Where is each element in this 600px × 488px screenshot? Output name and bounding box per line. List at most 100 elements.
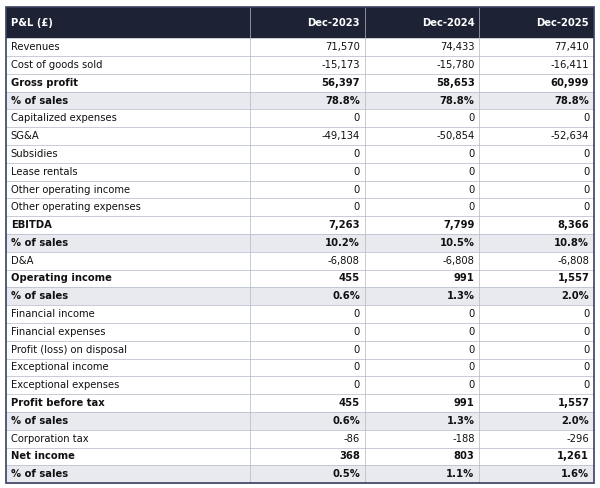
Text: 2.0%: 2.0% [562,416,589,426]
Bar [6,181,594,199]
Text: Dec-2023: Dec-2023 [307,18,360,28]
Text: Lease rentals: Lease rentals [11,167,77,177]
Text: 0: 0 [583,380,589,390]
Text: D&A: D&A [11,256,34,265]
Text: 0: 0 [583,327,589,337]
Text: 455: 455 [339,398,360,408]
Text: 0: 0 [583,113,589,123]
Text: 0: 0 [468,363,475,372]
Text: -6,808: -6,808 [557,256,589,265]
Text: Other operating expenses: Other operating expenses [11,203,140,212]
Text: -49,134: -49,134 [322,131,360,141]
Text: 0: 0 [468,345,475,355]
Bar [6,216,594,234]
Text: Profit before tax: Profit before tax [11,398,104,408]
Text: 0: 0 [353,203,360,212]
Text: 60,999: 60,999 [551,78,589,88]
Text: Other operating income: Other operating income [11,184,130,195]
Bar [6,252,594,269]
Text: 74,433: 74,433 [440,42,475,52]
Text: Operating income: Operating income [11,273,112,284]
Bar [6,92,594,109]
Text: Gross profit: Gross profit [11,78,78,88]
Bar [6,412,594,430]
Text: 0: 0 [353,184,360,195]
Bar [6,109,594,127]
Text: % of sales: % of sales [11,238,68,248]
Text: -52,634: -52,634 [551,131,589,141]
Bar [6,145,594,163]
Text: Dec-2024: Dec-2024 [422,18,475,28]
Text: -15,173: -15,173 [322,60,360,70]
Text: 0: 0 [583,184,589,195]
Text: 0: 0 [353,327,360,337]
Text: -50,854: -50,854 [436,131,475,141]
Text: % of sales: % of sales [11,416,68,426]
Bar [6,127,594,145]
Text: 991: 991 [454,273,475,284]
Text: 56,397: 56,397 [322,78,360,88]
Text: SG&A: SG&A [11,131,40,141]
Text: % of sales: % of sales [11,469,68,479]
Text: 0.6%: 0.6% [332,291,360,301]
Text: 0: 0 [468,184,475,195]
Text: -86: -86 [344,434,360,444]
Text: 1,261: 1,261 [557,451,589,462]
Text: -16,411: -16,411 [551,60,589,70]
Text: EBITDA: EBITDA [11,220,52,230]
Text: -296: -296 [566,434,589,444]
Text: 0: 0 [353,345,360,355]
Text: 0: 0 [583,363,589,372]
Text: 991: 991 [454,398,475,408]
Text: 58,653: 58,653 [436,78,475,88]
Text: 7,263: 7,263 [328,220,360,230]
Bar [6,466,594,483]
Text: 0: 0 [468,149,475,159]
Text: 0.6%: 0.6% [332,416,360,426]
Text: 77,410: 77,410 [554,42,589,52]
Text: -188: -188 [452,434,475,444]
Bar [6,56,594,74]
Bar [6,376,594,394]
Text: -6,808: -6,808 [328,256,360,265]
Text: 0: 0 [353,363,360,372]
Text: Exceptional income: Exceptional income [11,363,109,372]
Text: 1,557: 1,557 [557,398,589,408]
Text: Cost of goods sold: Cost of goods sold [11,60,102,70]
Text: 10.5%: 10.5% [440,238,475,248]
Text: 368: 368 [339,451,360,462]
Text: Net income: Net income [11,451,74,462]
Bar [6,234,594,252]
Text: 0: 0 [468,167,475,177]
Text: 1,557: 1,557 [557,273,589,284]
Text: 0: 0 [583,203,589,212]
Text: 0: 0 [353,309,360,319]
Bar [6,163,594,181]
Text: % of sales: % of sales [11,291,68,301]
Text: 0: 0 [583,167,589,177]
Text: 0: 0 [468,309,475,319]
Text: Financial income: Financial income [11,309,95,319]
Text: 8,366: 8,366 [557,220,589,230]
Text: 0.5%: 0.5% [332,469,360,479]
Bar [6,199,594,216]
Text: Capitalized expenses: Capitalized expenses [11,113,116,123]
Text: 78.8%: 78.8% [554,96,589,105]
Text: Profit (loss) on disposal: Profit (loss) on disposal [11,345,127,355]
Bar [6,305,594,323]
Text: 78.8%: 78.8% [440,96,475,105]
Bar [6,341,594,359]
Text: 1.3%: 1.3% [446,416,475,426]
Text: 71,570: 71,570 [325,42,360,52]
Text: 0: 0 [468,380,475,390]
Bar [6,287,594,305]
Text: P&L (£): P&L (£) [11,18,53,28]
Text: Subsidies: Subsidies [11,149,58,159]
Bar [6,394,594,412]
Text: 10.8%: 10.8% [554,238,589,248]
Bar [6,38,594,56]
Text: 0: 0 [468,113,475,123]
Text: 0: 0 [353,149,360,159]
Text: 0: 0 [583,309,589,319]
Text: -15,780: -15,780 [436,60,475,70]
